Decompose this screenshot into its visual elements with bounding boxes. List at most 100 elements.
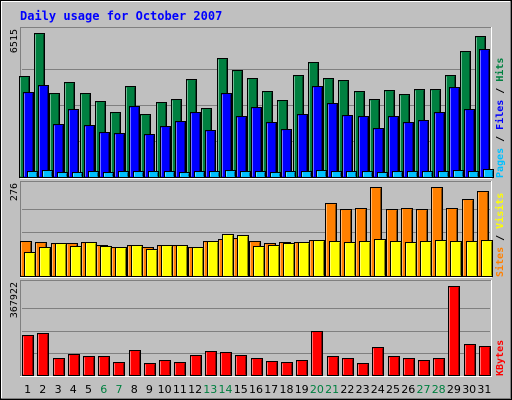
bar-kbytes-day-27 — [418, 360, 430, 376]
bar-files-day-17 — [266, 122, 277, 178]
bar-pages-day-17 — [270, 172, 281, 178]
day-label: 16 — [249, 383, 263, 396]
bar-files-day-30 — [464, 109, 475, 178]
legend-entry-files: Files — [494, 100, 506, 130]
bar-kbytes-day-10 — [159, 360, 171, 376]
bar-kbytes-day-14 — [220, 352, 232, 376]
bar-files-day-12 — [190, 112, 201, 178]
bar-visits-day-21 — [329, 241, 341, 277]
bar-pages-day-9 — [148, 171, 159, 178]
bar-kbytes-day-8 — [129, 350, 141, 376]
bar-pages-day-28 — [438, 171, 449, 178]
bar-files-day-21 — [327, 103, 338, 178]
day-label: 27 — [417, 383, 431, 396]
series-files — [23, 49, 490, 178]
day-label: 23 — [356, 383, 370, 396]
bar-pages-day-26 — [407, 171, 418, 178]
bar-visits-day-15 — [237, 235, 249, 277]
bar-visits-day-12 — [192, 247, 204, 277]
bar-kbytes-day-31 — [479, 346, 491, 376]
legend-hits-files-pages: Pages / Files / Hits — [494, 58, 506, 178]
bar-pages-day-6 — [103, 172, 114, 178]
bar-visits-day-28 — [435, 240, 447, 277]
day-label: 14 — [219, 383, 233, 396]
day-label: 1 — [24, 383, 31, 396]
bar-visits-day-30 — [466, 241, 478, 277]
bar-pages-day-12 — [194, 171, 205, 178]
legend-separator: / — [495, 130, 506, 148]
bar-visits-day-5 — [85, 242, 97, 277]
panel-kbytes: 367922 KBytes — [9, 280, 506, 377]
bar-pages-day-13 — [209, 171, 220, 178]
panel-visits-sites: 276 Sites / Visits — [9, 181, 506, 278]
bar-files-day-31 — [479, 49, 490, 178]
series-kbytes — [22, 286, 491, 376]
bar-pages-day-3 — [57, 172, 68, 178]
day-label: 29 — [447, 383, 461, 396]
bar-files-day-10 — [160, 126, 171, 178]
bar-visits-day-26 — [405, 242, 417, 277]
bar-kbytes-day-24 — [372, 347, 384, 376]
bar-visits-day-19 — [298, 242, 310, 277]
bar-visits-day-23 — [359, 241, 371, 277]
bar-kbytes-day-22 — [342, 358, 354, 376]
bar-kbytes-day-4 — [68, 354, 80, 376]
bar-pages-day-4 — [72, 172, 83, 178]
day-label: 7 — [116, 383, 123, 396]
bar-kbytes-day-26 — [403, 358, 415, 376]
bar-kbytes-day-1 — [22, 335, 34, 376]
bar-visits-day-18 — [283, 243, 295, 277]
bar-files-day-28 — [434, 112, 445, 178]
bar-pages-day-5 — [88, 171, 99, 178]
day-label: 17 — [264, 383, 278, 396]
panel-hits-files-pages: 6515 Pages / Files / Hits — [9, 27, 506, 179]
day-label: 28 — [432, 383, 446, 396]
bar-pages-day-10 — [164, 171, 175, 178]
bar-kbytes-day-16 — [251, 358, 263, 376]
bar-visits-day-25 — [390, 241, 402, 277]
bar-visits-day-24 — [374, 239, 386, 277]
bar-pages-day-8 — [133, 171, 144, 178]
day-label: 20 — [310, 383, 324, 396]
bar-pages-day-25 — [392, 171, 403, 178]
bar-pages-day-30 — [468, 171, 479, 178]
bar-visits-day-6 — [100, 246, 112, 277]
day-label: 6 — [100, 383, 107, 396]
bar-visits-day-7 — [115, 247, 127, 277]
bar-files-day-27 — [418, 120, 429, 178]
bar-kbytes-day-5 — [83, 356, 95, 376]
bar-pages-day-1 — [27, 171, 38, 178]
day-label: 10 — [158, 383, 172, 396]
day-label: 4 — [70, 383, 77, 396]
day-label: 8 — [131, 383, 138, 396]
bar-visits-day-16 — [253, 246, 265, 277]
bar-kbytes-day-6 — [98, 356, 110, 376]
bar-pages-day-11 — [179, 172, 190, 178]
bar-pages-day-14 — [225, 170, 236, 178]
bar-pages-day-7 — [118, 171, 129, 178]
bar-files-day-18 — [281, 129, 292, 178]
day-label: 13 — [203, 383, 217, 396]
day-label: 9 — [146, 383, 153, 396]
bar-pages-day-22 — [346, 171, 357, 178]
bar-files-day-2 — [38, 85, 49, 178]
bar-files-day-23 — [358, 116, 369, 178]
legend-separator: / — [495, 82, 506, 100]
bar-kbytes-day-2 — [37, 333, 49, 376]
legend-entry-sites: Sites — [494, 247, 506, 277]
day-label: 2 — [39, 383, 46, 396]
day-label: 11 — [173, 383, 187, 396]
bar-visits-day-14 — [222, 234, 234, 277]
bar-files-day-25 — [388, 116, 399, 178]
y-max-label: 6515 — [9, 29, 20, 53]
bar-files-day-26 — [403, 122, 414, 178]
bar-files-day-24 — [373, 128, 384, 178]
bar-visits-day-3 — [55, 243, 67, 277]
legend-separator: / — [495, 229, 506, 247]
day-label: 31 — [477, 383, 491, 396]
bar-files-day-29 — [449, 87, 460, 178]
bar-files-day-5 — [84, 125, 95, 178]
bar-kbytes-day-23 — [357, 363, 369, 376]
legend-entry-hits: Hits — [494, 58, 506, 82]
bar-pages-day-18 — [285, 171, 296, 178]
